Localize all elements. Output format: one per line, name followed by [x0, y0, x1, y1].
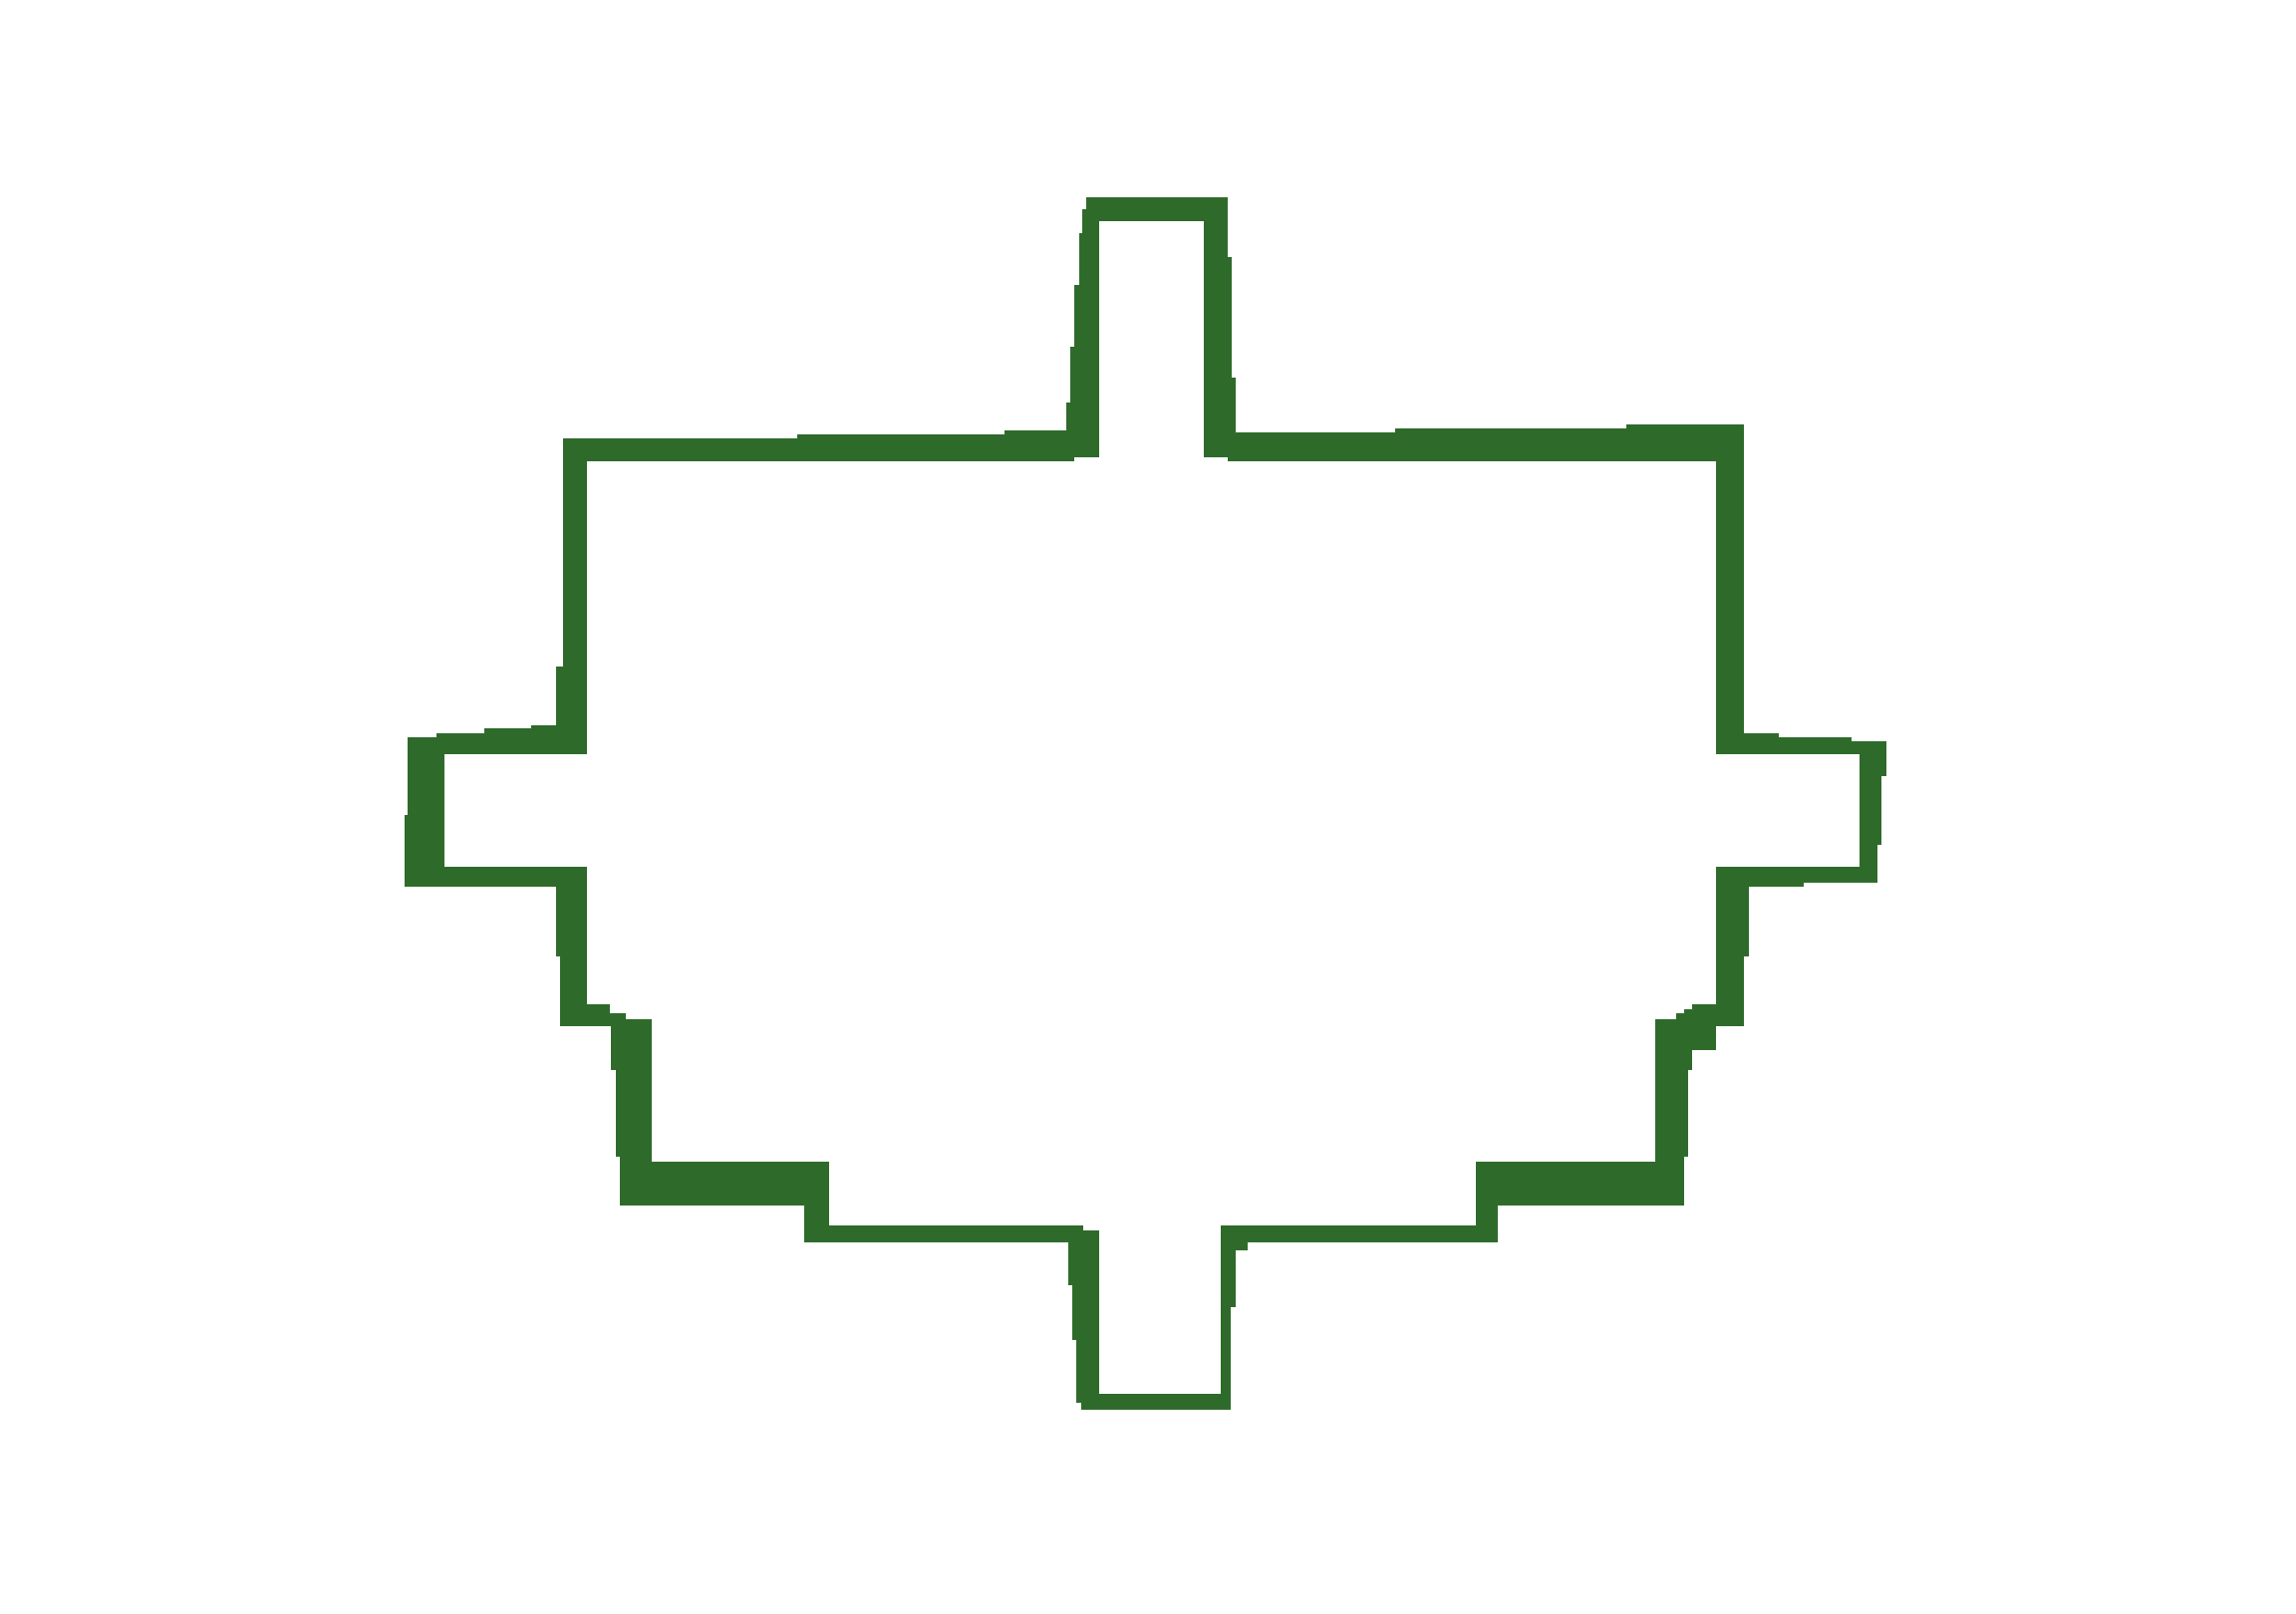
stepped-outline-shape: [405, 197, 1886, 1410]
outline-inner-region: [444, 221, 1860, 1394]
